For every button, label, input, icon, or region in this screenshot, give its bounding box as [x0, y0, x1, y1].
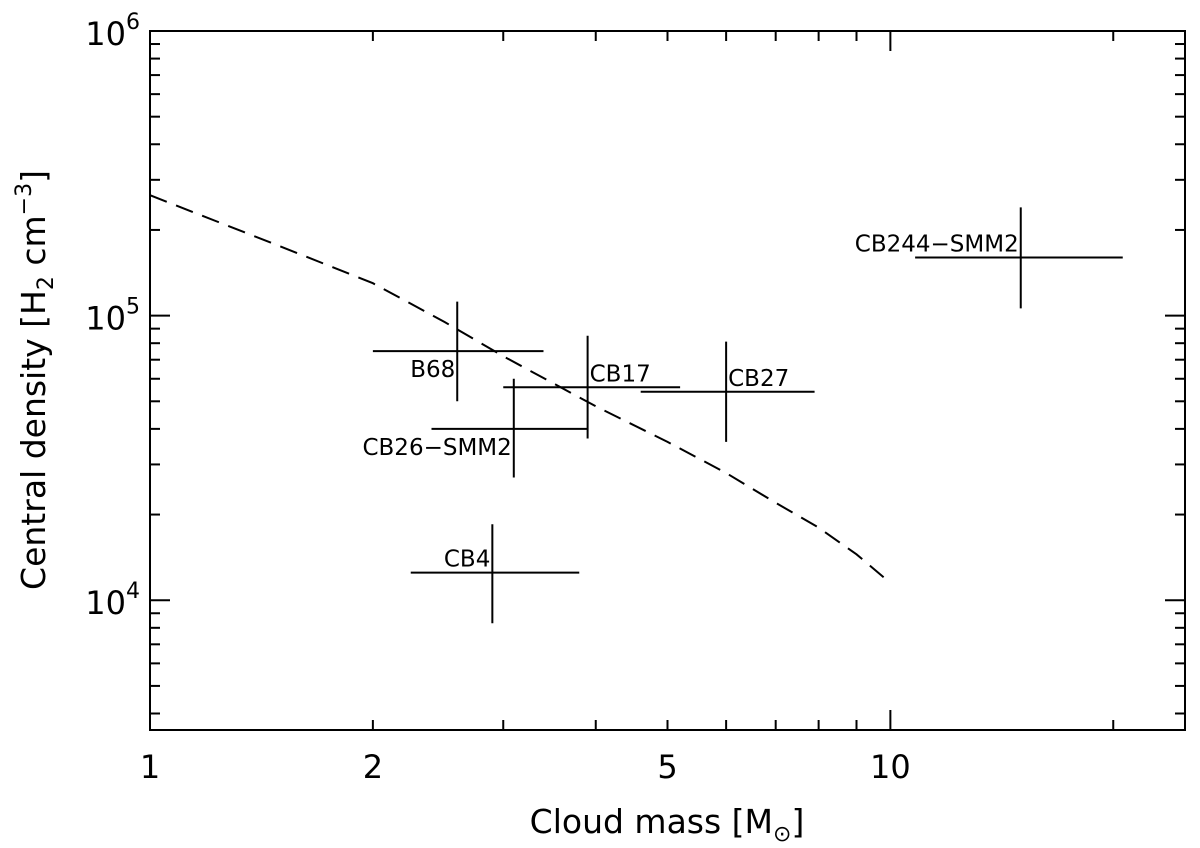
x-tick-label: 5 — [657, 748, 677, 786]
data-point-cb27: CB27 — [640, 341, 815, 442]
data-point-cb4: CB4 — [410, 524, 580, 624]
point-label: CB244−SMM2 — [855, 232, 1019, 258]
y-tick-label: 106 — [85, 10, 140, 53]
point-label: CB27 — [728, 366, 789, 392]
data-point-cb244smm2: CB244−SMM2 — [855, 207, 1123, 309]
tick-labels: 1 2 5 10 104 105 106 — [85, 10, 910, 786]
x-axis-title: Cloud mass [M⊙] — [530, 802, 805, 847]
plot-frame — [149, 30, 1186, 731]
model-curve — [149, 194, 892, 584]
data-point-b68: B68 — [372, 301, 544, 402]
x-tick-label: 10 — [870, 748, 911, 786]
x-tick-label: 2 — [363, 748, 383, 786]
y-tick-label: 105 — [85, 295, 140, 338]
point-label: CB17 — [590, 361, 651, 387]
y-axis-title: Central density [H2 cm−3] — [12, 170, 59, 590]
data-points: B68 CB17 CB26−SMM2 CB27 CB4 CB244−SMM2 — [362, 207, 1123, 624]
y-tick-label: 104 — [85, 579, 140, 622]
x-tick-label: 1 — [140, 748, 160, 786]
point-label: B68 — [410, 357, 455, 383]
ticks — [149, 30, 1185, 730]
data-point-cb17: CB17 — [503, 335, 681, 439]
point-label: CB4 — [444, 547, 490, 573]
data-point-cb26smm2: CB26−SMM2 — [362, 378, 588, 478]
point-label: CB26−SMM2 — [362, 435, 511, 461]
